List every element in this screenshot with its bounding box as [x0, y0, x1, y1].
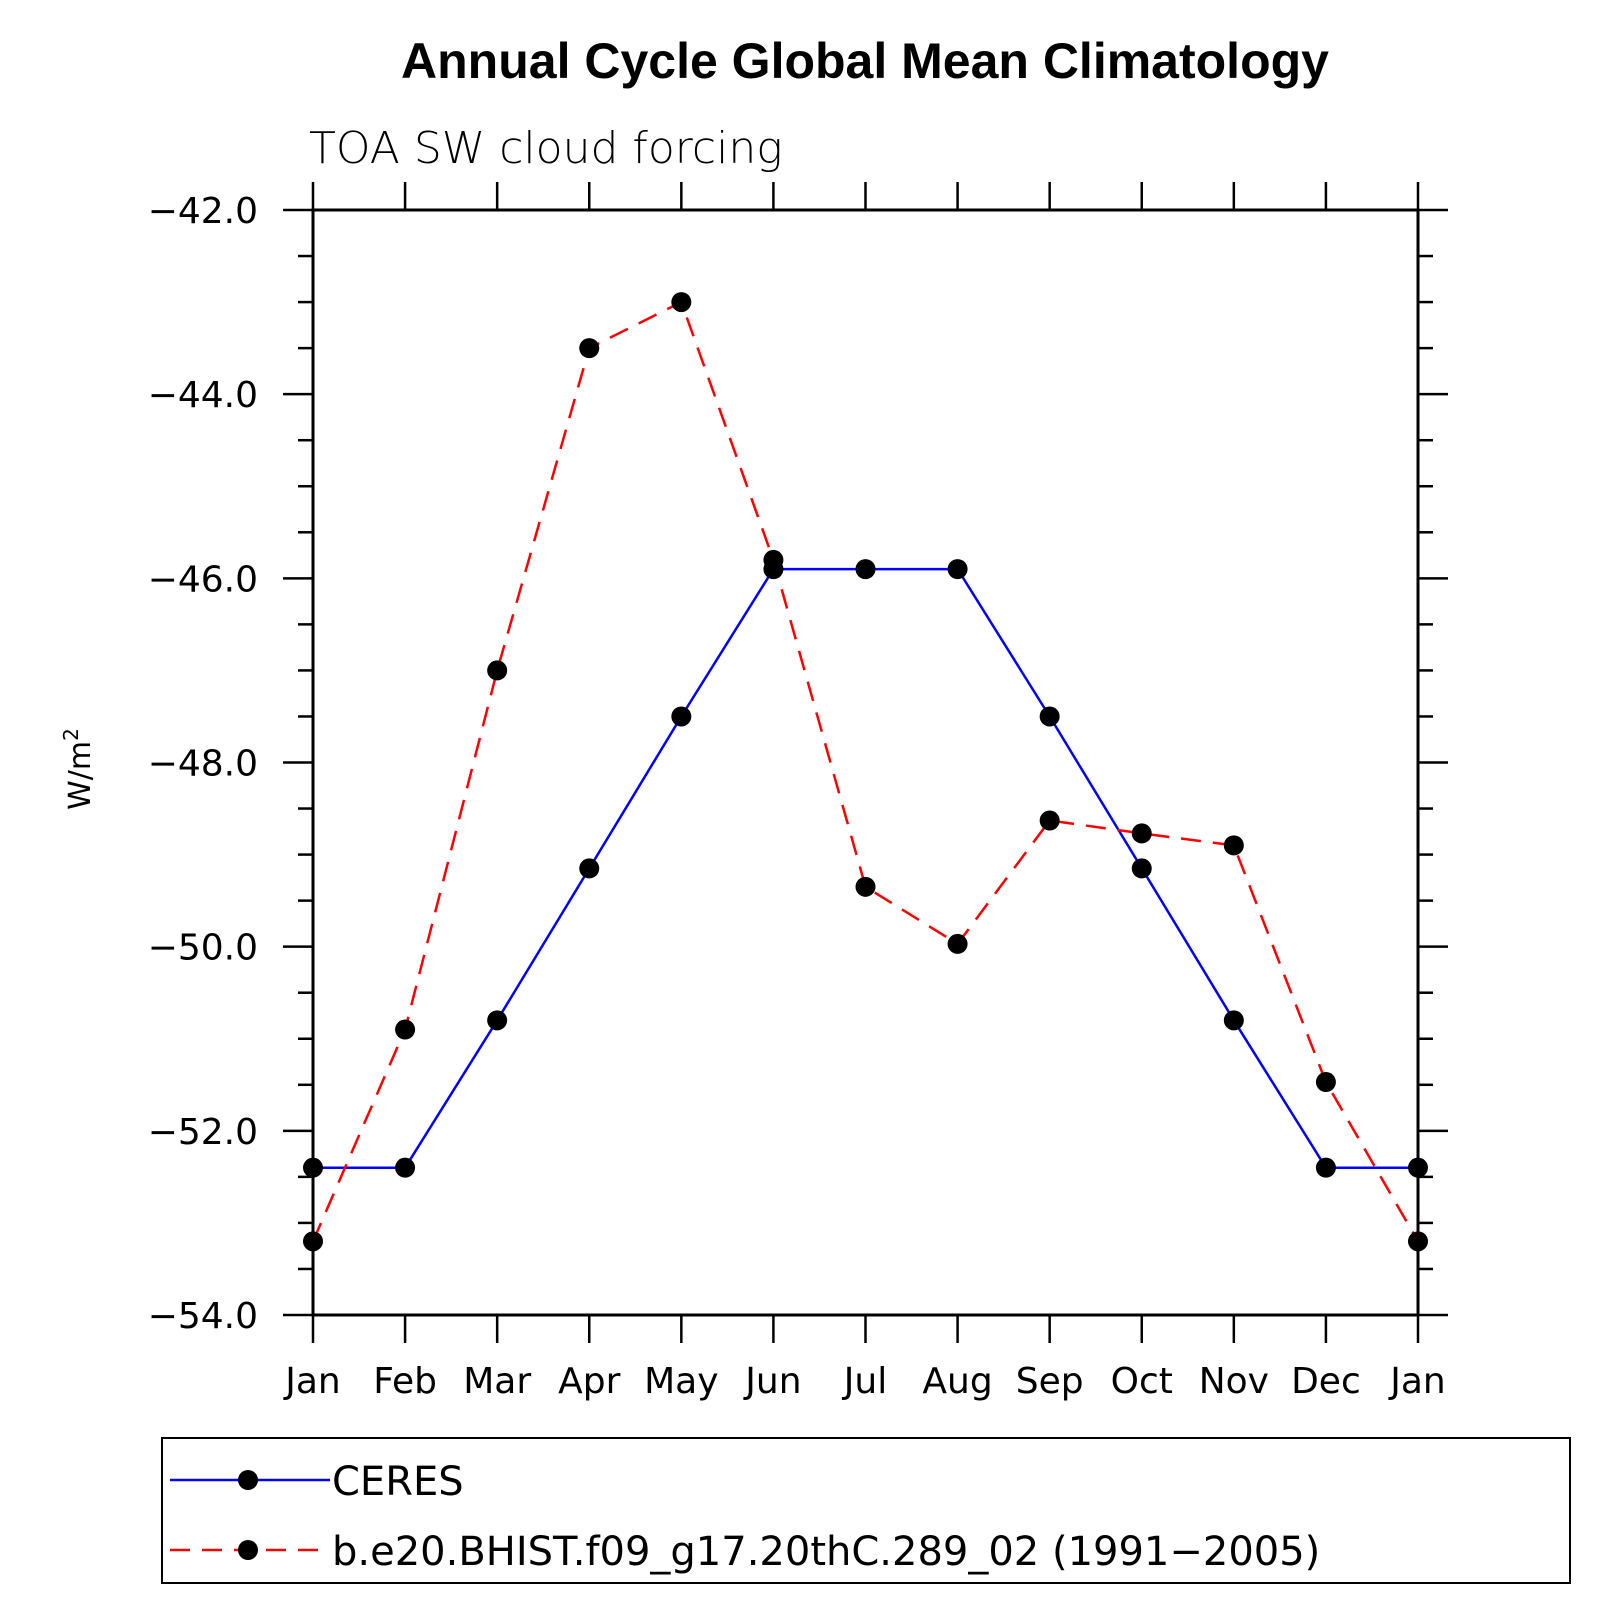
y-tick-label: −46.0: [148, 559, 258, 600]
data-point-series-2: [947, 933, 968, 954]
data-point-series-2: [303, 1231, 323, 1252]
x-tick-label: Dec: [1291, 1361, 1361, 1402]
legend-swatch-marker: [238, 1470, 258, 1490]
legend-label: b.e20.BHIST.f09_g17.20thC.289_02 (1991−2…: [332, 1529, 1320, 1575]
x-tick-label: Oct: [1111, 1361, 1173, 1402]
data-point-series-1: [303, 1157, 323, 1178]
data-point-series-2: [395, 1019, 416, 1040]
legend-swatch-marker: [238, 1540, 258, 1560]
chart-subtitle: TOA SW cloud forcing: [309, 123, 783, 174]
x-tick-label: Aug: [922, 1361, 992, 1402]
data-point-series-1: [1223, 1010, 1244, 1031]
data-point-series-1: [395, 1157, 416, 1178]
plot-area: −42.0 −44.0 −46.0 −48.0 −50.0 −52.0 −54.0 Jan Fe…: [148, 182, 1448, 1402]
y-axis-label-main: W/m: [63, 741, 98, 810]
y-axis-label-superscript: 2: [59, 728, 83, 741]
data-point-series-1: [671, 706, 692, 727]
data-point-series-2: [1223, 835, 1244, 856]
legend-box: [161, 1437, 1571, 1584]
y-tick-label: −48.0: [148, 744, 258, 785]
x-tick-label: Jul: [842, 1361, 887, 1402]
data-point-series-1: [579, 858, 600, 879]
data-point-series-2: [579, 338, 600, 359]
y-tick-label: −52.0: [148, 1112, 258, 1153]
data-point-series-1: [487, 1010, 508, 1031]
data-point-series-1: [1315, 1157, 1336, 1178]
data-point-series-2: [855, 876, 876, 897]
data-point-series-1: [947, 559, 968, 580]
x-tick-label: Mar: [463, 1361, 531, 1402]
series-line-2: [311, 300, 1420, 1242]
legend-label: CERES: [332, 1459, 464, 1505]
x-tick-label: Jan: [1388, 1361, 1446, 1402]
y-tick-label: −42.0: [148, 191, 258, 232]
x-tick-label: Sep: [1016, 1361, 1084, 1402]
x-tick-label: May: [644, 1361, 718, 1402]
plot-frame: [311, 208, 1420, 1317]
series-line-1: [313, 567, 1418, 1169]
y-tick-label: −50.0: [148, 928, 258, 969]
data-point-series-2: [487, 660, 508, 681]
x-tick-label: Jan: [283, 1361, 341, 1402]
x-tick-label: Apr: [558, 1361, 620, 1402]
data-point-series-1: [1408, 1157, 1428, 1178]
x-tick-label: Feb: [373, 1361, 437, 1402]
legend: CERES b.e20.BHIST.f09_g17.20thC.289_02 (1…: [161, 1437, 1571, 1584]
x-tick-label: Jun: [743, 1361, 801, 1402]
data-point-series-2: [1039, 810, 1060, 831]
data-point-series-1: [1039, 706, 1060, 727]
data-point-series-2: [763, 549, 784, 570]
data-point-series-1: [1131, 858, 1152, 879]
y-axis-label: W/m2: [59, 728, 98, 810]
data-point-series-2: [1131, 823, 1152, 844]
y-tick-label: −54.0: [148, 1296, 258, 1337]
data-point-series-2: [671, 292, 692, 313]
data-point-series-2: [1315, 1072, 1336, 1093]
x-tick-label: Nov: [1199, 1361, 1269, 1402]
data-point-series-1: [855, 559, 876, 580]
chart-title: Annual Cycle Global Mean Climatology: [401, 33, 1329, 89]
data-point-series-2: [1408, 1231, 1428, 1252]
y-tick-label: −44.0: [148, 375, 258, 416]
